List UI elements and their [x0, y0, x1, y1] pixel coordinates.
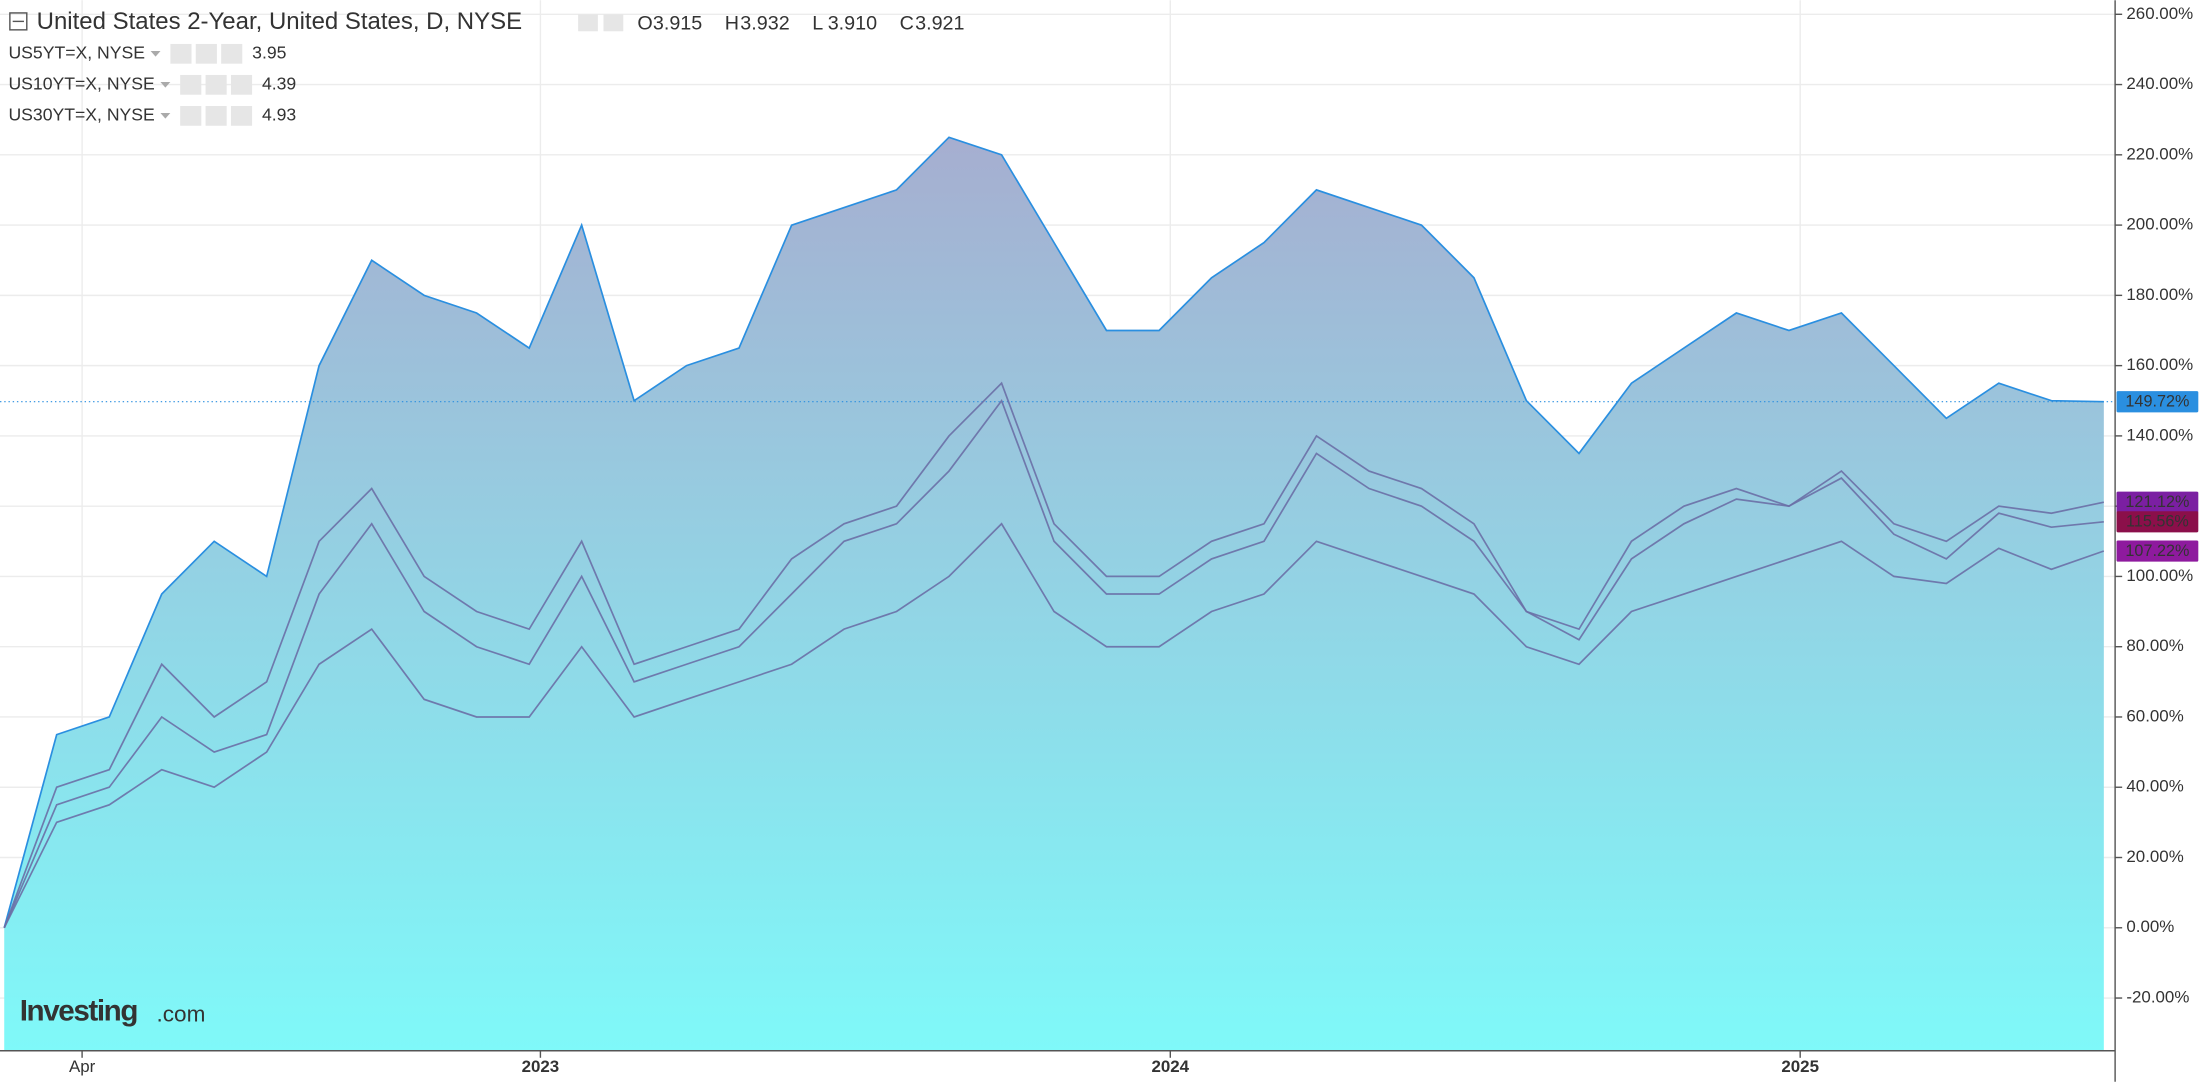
- y-tick-label: 180.00%: [2126, 285, 2193, 304]
- legend-caret[interactable]: [150, 50, 161, 57]
- y-tick-label: 60.00%: [2126, 706, 2183, 725]
- legend-button[interactable]: [230, 105, 253, 126]
- x-tick-label: Apr: [69, 1057, 96, 1076]
- last-value-box: [2116, 491, 2199, 513]
- legend-button[interactable]: [180, 74, 202, 95]
- legend-value: 3.95: [252, 42, 286, 62]
- line: [3, 136, 2104, 929]
- last-value-box: [2116, 540, 2199, 562]
- legend-button[interactable]: [230, 74, 253, 95]
- legend-button[interactable]: [205, 105, 227, 126]
- ohlc-name: H: [725, 12, 739, 34]
- logo-main: Investing: [20, 994, 138, 1027]
- y-tick-label: 160.00%: [2126, 355, 2193, 374]
- line: [3, 381, 2105, 929]
- header-button[interactable]: [603, 14, 624, 32]
- last-value-box: [2116, 511, 2199, 533]
- y-tick-label: -20.00%: [2126, 988, 2189, 1007]
- line: [3, 398, 2104, 929]
- last-value-label: 115.56%: [2126, 513, 2189, 531]
- line: [3, 522, 2105, 929]
- y-tick-label: 220.00%: [2126, 144, 2193, 163]
- ohlc-name: C: [900, 12, 914, 34]
- logo: Investing .com: [20, 994, 206, 1027]
- legend-value: 4.39: [262, 73, 296, 93]
- legend-button[interactable]: [170, 43, 192, 64]
- logo-suffix: .com: [157, 1001, 206, 1026]
- last-value-box: [2116, 391, 2199, 413]
- y-tick-label: 40.00%: [2126, 777, 2183, 796]
- legend-button[interactable]: [205, 74, 227, 95]
- legend-button[interactable]: [221, 43, 243, 64]
- legend-button[interactable]: [195, 43, 217, 64]
- last-value-label: 149.72%: [2125, 393, 2189, 411]
- axes: -20.00% 0.00% 20.00% 40.00% 60.00% 80.00% 100.…: [69, 4, 2199, 1076]
- y-tick-label: 140.00%: [2126, 425, 2193, 444]
- ohlc-value: 3.932: [740, 12, 789, 34]
- header: United States 2-Year, United States, D, …: [8, 8, 965, 126]
- y-tick-label: 0.00%: [2126, 917, 2174, 936]
- y-tick-label: 100.00%: [2126, 566, 2193, 585]
- last-value-label: 107.22%: [2125, 542, 2189, 560]
- ohlc-value: 3.910: [828, 12, 877, 34]
- ohlc-name: L: [812, 12, 823, 34]
- x-tick-label: 2025: [1781, 1057, 1819, 1076]
- ohlc-value: 3.915: [653, 12, 702, 34]
- y-tick-label: 200.00%: [2126, 215, 2193, 234]
- y-tick-label: 240.00%: [2126, 74, 2193, 93]
- header-button[interactable]: [578, 14, 598, 32]
- legend-button[interactable]: [180, 105, 202, 126]
- x-tick-label: 2024: [1151, 1057, 1189, 1076]
- legend-name: US30YT=X, NYSE: [8, 105, 154, 125]
- collapse-icon[interactable]: [9, 12, 28, 31]
- plot: [0, 136, 2116, 1051]
- y-tick-label: 260.00%: [2126, 4, 2193, 23]
- legend-name: US5YT=X, NYSE: [8, 42, 145, 62]
- x-tick-label: 2023: [522, 1057, 560, 1076]
- chart-title: United States 2-Year, United States, D, …: [37, 8, 522, 35]
- legend-value: 4.93: [262, 105, 296, 125]
- legend-name: US10YT=X, NYSE: [8, 73, 154, 93]
- ohlc-value: 3.921: [915, 12, 964, 34]
- legend-caret[interactable]: [160, 82, 171, 88]
- area: [4, 137, 2104, 1051]
- y-tick-label: 80.00%: [2126, 636, 2183, 655]
- last-value-label: 121.12%: [2125, 493, 2189, 511]
- legend-caret[interactable]: [160, 113, 171, 119]
- ohlc-name: O: [637, 12, 652, 34]
- y-tick-label: 20.00%: [2126, 847, 2183, 866]
